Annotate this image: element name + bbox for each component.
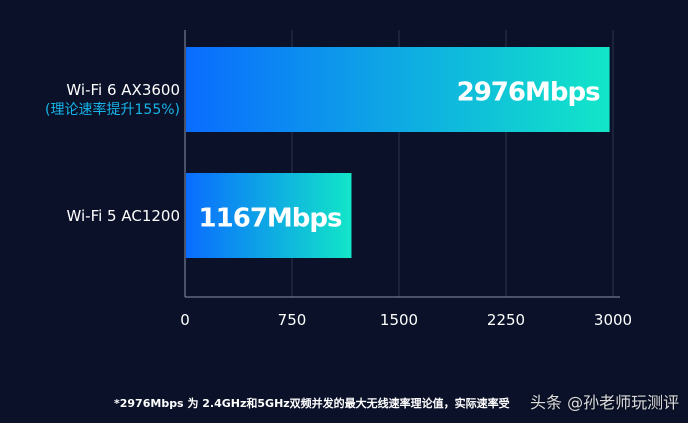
x-tick-label: 2250 <box>487 311 525 329</box>
category-label-wifi5: Wi-Fi 5 AC1200 <box>66 206 180 226</box>
bar-data-label-0: 2976Mbps <box>457 78 600 108</box>
x-tick-label: 1500 <box>380 311 418 329</box>
x-axis-ticks: 0 750 1500 2250 3000 <box>180 311 632 329</box>
footnote: *2976Mbps 为 2.4GHz和5GHz双频并发的最大无线速率理论值，实际… <box>114 397 510 410</box>
bar-data-label-1: 1167Mbps <box>199 204 342 234</box>
x-tick-label: 750 <box>278 311 307 329</box>
category-label-wifi5-name: Wi-Fi 5 AC1200 <box>66 207 180 225</box>
bar-0 <box>186 47 610 132</box>
bars: 2976Mbps 1167Mbps <box>186 47 610 258</box>
watermark: 头条 @孙老师玩测评 <box>530 393 680 412</box>
category-label-wifi6-name: Wi-Fi 6 AX3600 <box>66 81 180 99</box>
bar-1 <box>186 173 352 258</box>
category-label-wifi6: Wi-Fi 6 AX3600 (理论速率提升155%) <box>45 80 180 120</box>
x-tick-label: 0 <box>180 311 190 329</box>
category-label-wifi6-sublabel: (理论速率提升155%) <box>45 102 180 118</box>
x-tick-label: 3000 <box>594 311 632 329</box>
